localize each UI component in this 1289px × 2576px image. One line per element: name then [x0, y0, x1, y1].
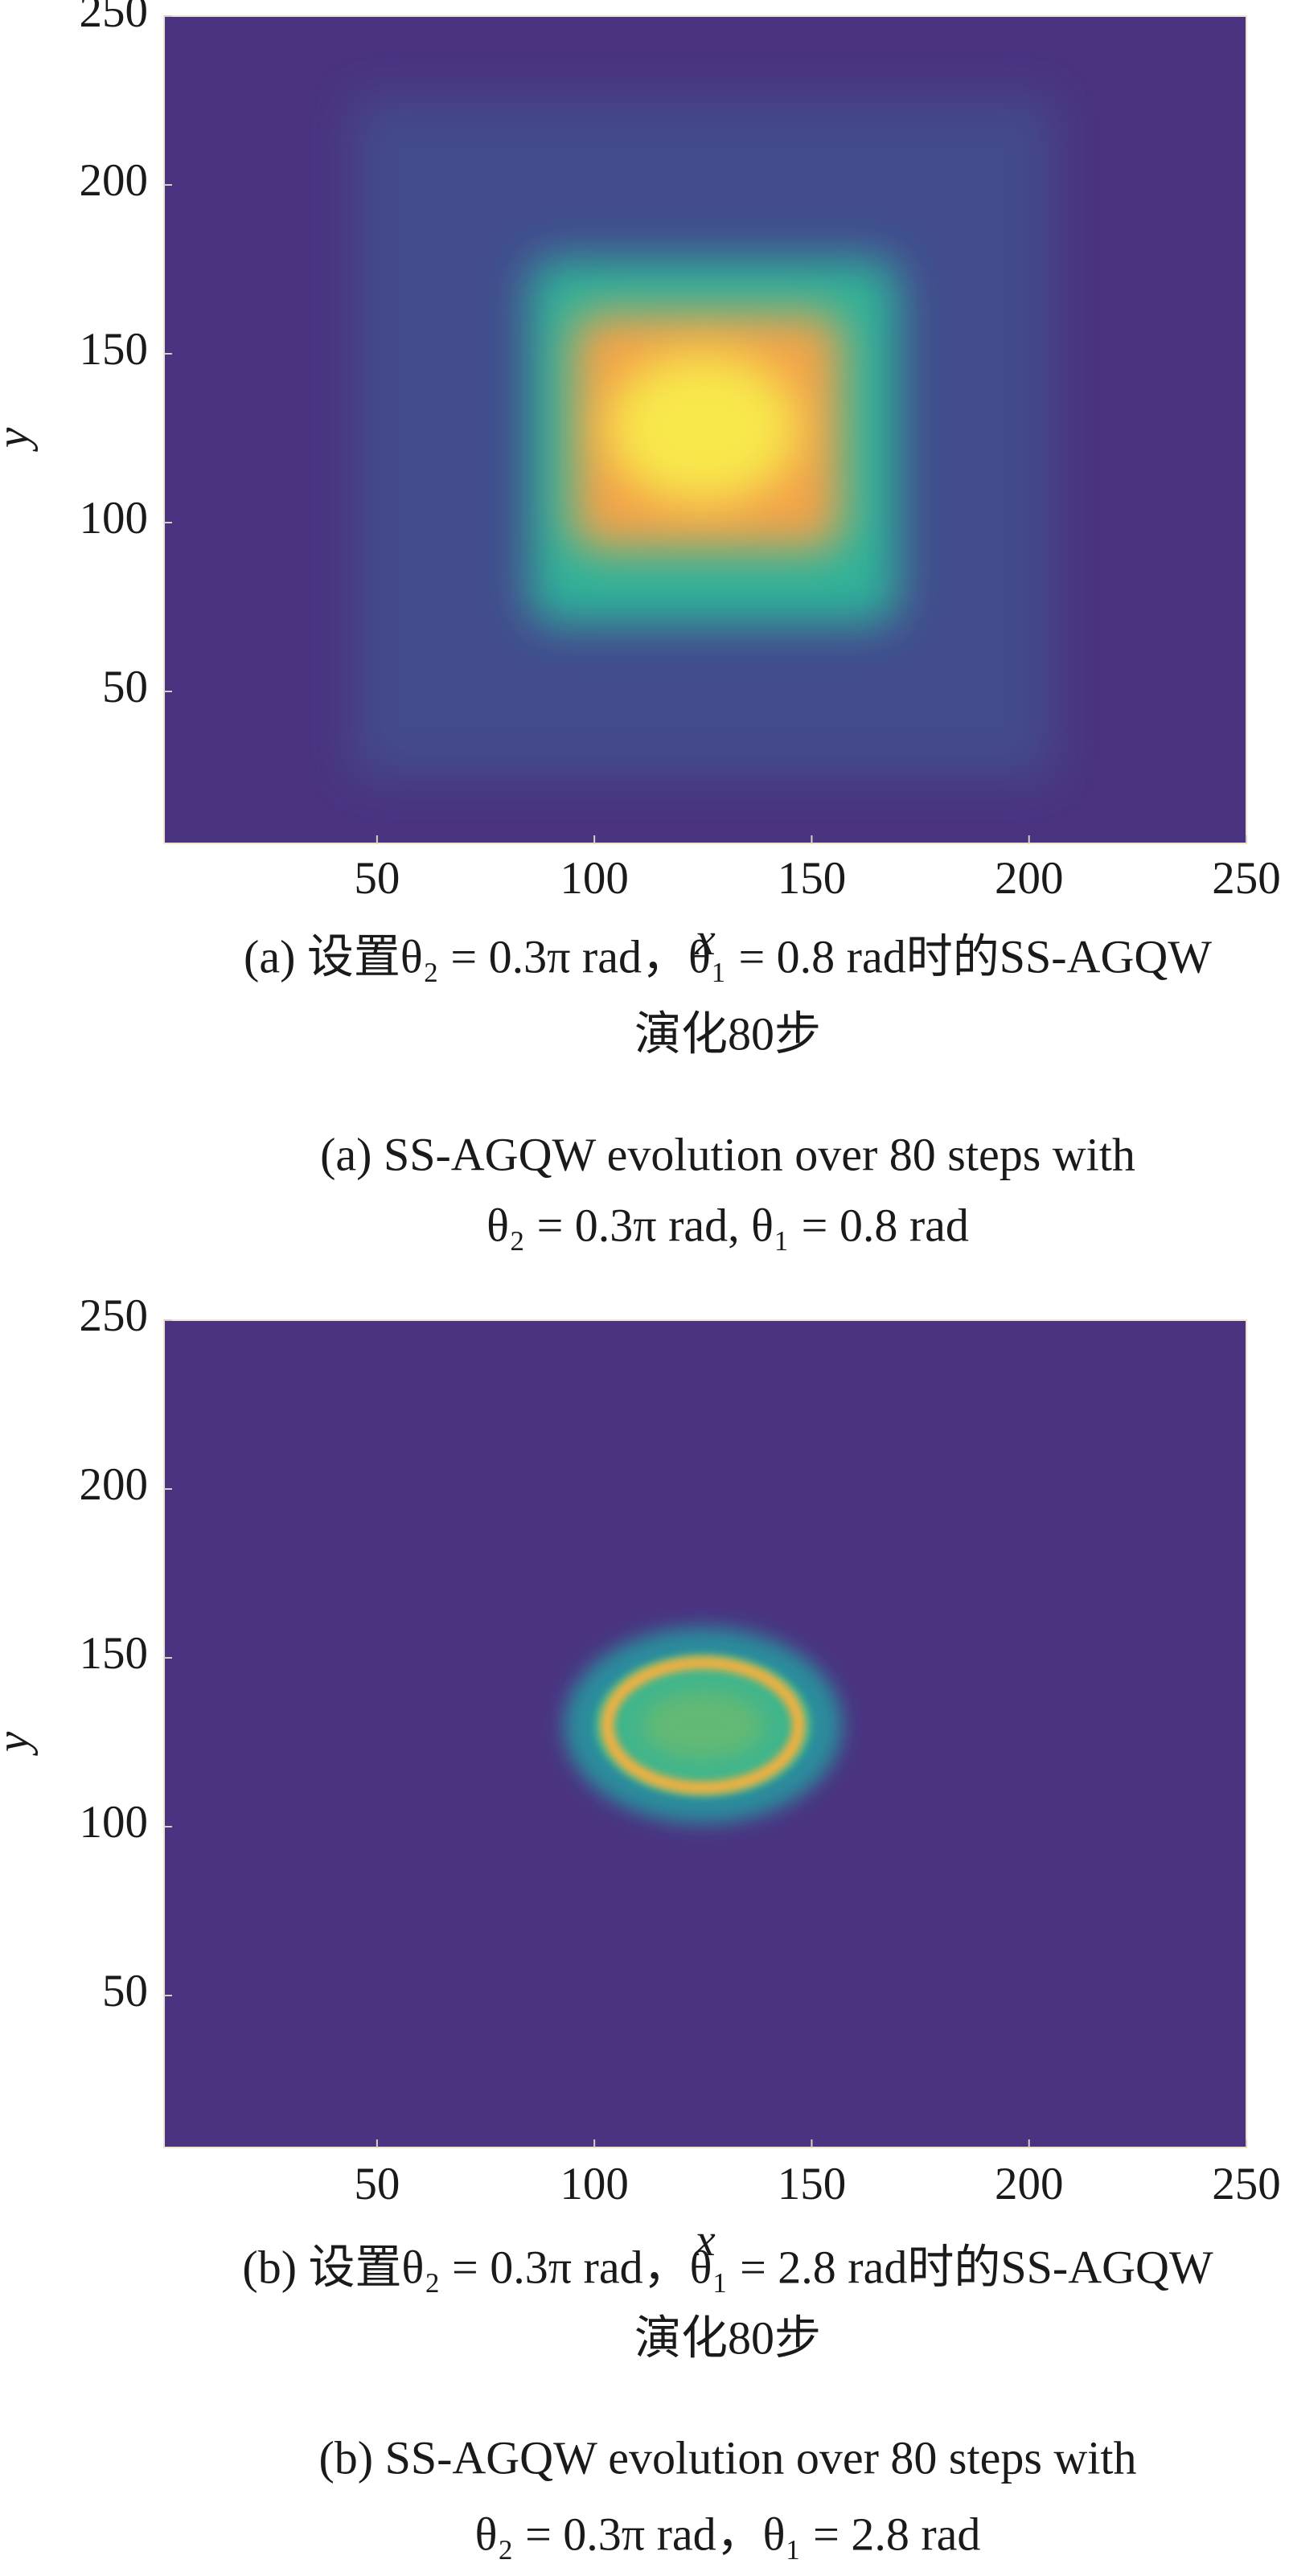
y-axis-label: y	[0, 427, 39, 452]
y-tick-label: 200	[80, 155, 149, 206]
plot-frame	[163, 15, 1247, 844]
y-tick-label: 150	[80, 324, 149, 375]
y-tick-label: 50	[102, 662, 148, 712]
caption-line: 演化80步	[634, 2311, 821, 2364]
center	[642, 1692, 764, 1759]
caption-line: θ₂ = 0.3π rad，θ₁ = 2.8 rad	[475, 2508, 981, 2560]
x-tick-label: 150	[778, 853, 847, 904]
x-tick-label: 100	[560, 853, 629, 904]
y-tick-label: 100	[80, 1797, 149, 1848]
plot-frame	[163, 1319, 1247, 2148]
x-tick-label: 200	[995, 853, 1064, 904]
caption-line: (a) 设置θ₂ = 0.3π rad，θ₁ = 0.8 rad时的SS-AGQ…	[244, 930, 1212, 982]
caption-line: 演化80步	[634, 1007, 821, 1060]
x-axis-label: x	[694, 914, 715, 965]
y-tick-label: 250	[80, 1290, 149, 1341]
y-tick-label: 200	[80, 1459, 149, 1510]
caption-line: (b) SS-AGQW evolution over 80 steps with	[318, 2431, 1136, 2484]
ring	[601, 1656, 806, 1795]
caption-line: (b) 设置θ₂ = 0.3π rad，θ₁ = 2.8 rad时的SS-AGQ…	[242, 2241, 1213, 2293]
y-axis-label: y	[0, 1731, 39, 1756]
x-tick-label: 250	[1212, 853, 1281, 904]
y-tick-label: 50	[102, 1966, 148, 2016]
x-tick-label: 150	[778, 2159, 847, 2209]
panel: 50 100 150 200 250 50 100 150 200 250 x y (b) 设置θ₂ =…	[0, 1290, 1281, 2560]
y-tick-label: 150	[80, 1628, 149, 1679]
panel: 50 100 150 200 250 50 100 150 200 250 x y (a) 设置θ₂ =…	[0, 0, 1281, 1251]
heatmap	[164, 16, 1246, 843]
x-tick-label: 250	[1212, 2159, 1281, 2209]
y-tick-label: 250	[80, 0, 149, 37]
x-tick-label: 100	[560, 2159, 629, 2209]
caption-line: θ₂ = 0.3π rad, θ₁ = 0.8 rad	[486, 1199, 969, 1251]
x-tick-label: 200	[995, 2159, 1064, 2209]
x-tick-label: 50	[354, 853, 400, 904]
core	[607, 354, 799, 502]
x-tick-label: 50	[354, 2159, 400, 2209]
x-axis-label: x	[694, 2215, 715, 2266]
y-tick-label: 100	[80, 493, 149, 544]
caption-line: (a) SS-AGQW evolution over 80 steps with	[320, 1128, 1135, 1180]
heatmap	[164, 1320, 1246, 2147]
